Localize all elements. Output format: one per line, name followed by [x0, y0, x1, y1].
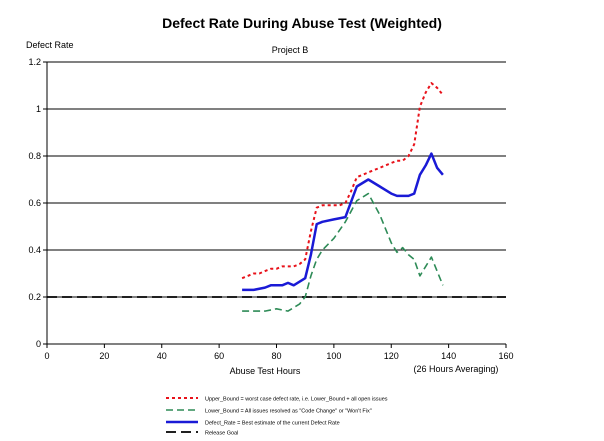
x-axis-note: (26 Hours Averaging)	[414, 364, 499, 374]
legend-label: Lower_Bound = All issues resolved as "Co…	[205, 409, 372, 415]
x-tick-label: 140	[441, 351, 456, 361]
grid-layer	[47, 61, 506, 298]
series-line-2	[242, 152, 444, 292]
x-tick-label: 20	[99, 351, 109, 361]
y-tick-label: 0.4	[28, 245, 41, 255]
y-tick-label: 0	[36, 339, 41, 349]
legend: Upper_Bound = worst case defect rate, i.…	[166, 397, 388, 437]
x-tick-label: 100	[326, 351, 341, 361]
x-tick-label: 160	[498, 351, 513, 361]
legend-label: Upper_Bound = worst case defect rate, i.…	[205, 397, 388, 403]
x-tick-label: 60	[214, 351, 224, 361]
x-tick-label: 40	[157, 351, 167, 361]
y-tick-label: 1.2	[28, 57, 41, 67]
x-axis-label: Abuse Test Hours	[230, 366, 301, 376]
legend-label: Release Goal	[205, 431, 238, 437]
y-tick-label: 0.8	[28, 151, 41, 161]
chart-subtitle: Project B	[272, 45, 309, 55]
x-tick-label: 120	[384, 351, 399, 361]
legend-label: Defect_Rate = Best estimate of the curre…	[205, 421, 340, 427]
x-tick-label: 0	[44, 351, 49, 361]
series-layer	[47, 82, 506, 312]
y-tick-label: 1	[36, 104, 41, 114]
series-line-1	[242, 192, 444, 312]
series-line-0	[241, 82, 444, 280]
x-tick-label: 80	[271, 351, 281, 361]
y-axis-label: Defect Rate	[26, 40, 74, 50]
axis-layer: 0 0.2 0.4 0.6 0.8 1 1.2 0 20 40 60 80 100 120 140 160	[28, 57, 513, 361]
chart-title: Defect Rate During Abuse Test (Weighted)	[162, 15, 442, 31]
y-tick-label: 0.6	[28, 198, 41, 208]
y-tick-label: 0.2	[28, 292, 41, 302]
